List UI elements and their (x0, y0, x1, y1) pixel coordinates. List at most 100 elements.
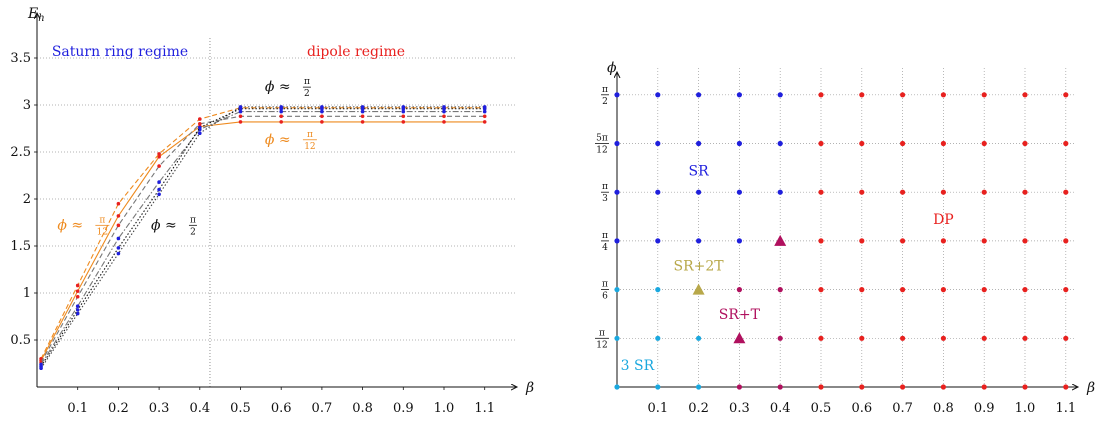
series-5-point-5 (238, 106, 243, 111)
phi-annotation-2-fraction: π 12 (95, 215, 110, 237)
phase-point-6-6 (859, 92, 865, 98)
phi-annotation-0-text: ϕ ≈ (265, 79, 291, 95)
series-2-point-7 (320, 114, 324, 119)
series-4-point-3 (157, 192, 161, 197)
series-0-point-7 (320, 120, 324, 124)
phase-point-1-11 (1063, 335, 1069, 341)
phi-annotation-2-text: ϕ ≈ (57, 217, 83, 233)
series-line-1 (40, 107, 485, 360)
phi-annotation-1-fraction: π 12 (302, 130, 317, 152)
phase-x-tick-label-9: 1.0 (1015, 401, 1036, 416)
series-3-point-9 (401, 109, 406, 114)
series-5-point-10 (442, 106, 446, 111)
y-tick-label-5: 3 (23, 98, 31, 113)
y-tick-label-2: 1.5 (10, 239, 31, 254)
phase-region-label-1: DP (933, 212, 954, 228)
series-0-point-9 (401, 120, 406, 124)
series-2-point-4 (198, 122, 202, 126)
phase-x-tick-label-10: 1.1 (1055, 401, 1076, 416)
phase-y-tick-label-5-denominator: 2 (602, 97, 608, 107)
phase-y-tick-label-0: π 12 (595, 328, 609, 350)
phase-region-label-0: SR (689, 163, 710, 179)
series-line-3 (40, 111, 485, 365)
phase-point-2-4 (777, 287, 783, 293)
phase-triangle-0 (692, 283, 705, 295)
series-2-point-5 (238, 114, 243, 119)
phase-point-4-1 (655, 189, 661, 195)
series-5-point-0 (39, 364, 43, 369)
phase-point-4-9 (981, 189, 987, 195)
phase-x-tick-label-2: 0.3 (729, 401, 750, 416)
series-5-point-4 (198, 125, 202, 130)
phase-point-0-5 (818, 384, 824, 390)
phase-y-tick-label-4-numerator: 5π (596, 134, 608, 144)
y-tick-label-0: 0.5 (10, 333, 31, 348)
y-tick-label-1: 1 (23, 286, 31, 301)
series-0-point-5 (238, 120, 243, 124)
phase-point-0-0 (614, 384, 620, 390)
phase-triangle-2 (774, 234, 787, 246)
series-1-point-0 (39, 357, 43, 361)
series-3-point-10 (442, 109, 446, 114)
phase-x-tick-label-7: 0.8 (933, 401, 954, 416)
phase-x-tick-label-0: 0.1 (647, 401, 668, 416)
phase-point-6-11 (1063, 92, 1069, 98)
phase-y-tick-label-1: π6 (601, 280, 609, 302)
series-line-5 (40, 108, 485, 367)
series-0-point-11 (482, 120, 487, 124)
phi-annotation-2-fraction-numerator: π (99, 215, 105, 225)
phase-x-tick-label-3: 0.4 (770, 401, 791, 416)
phase-point-1-2 (696, 335, 702, 341)
phase-x-tick-label-1: 0.2 (688, 401, 709, 416)
phase-point-2-9 (981, 287, 987, 293)
series-5-point-1 (75, 308, 80, 312)
phi-annotation-3-fraction-denominator: 2 (190, 227, 196, 237)
phase-point-6-5 (818, 92, 824, 98)
phase-y-tick-label-5-numerator: π (602, 85, 608, 95)
series-3-point-5 (238, 109, 243, 114)
phase-point-5-10 (1022, 140, 1028, 147)
series-3-point-2 (116, 236, 121, 241)
phase-point-0-6 (859, 384, 865, 390)
series-4-point-4 (198, 131, 202, 135)
series-5-point-2 (116, 246, 121, 250)
phase-point-0-2 (696, 384, 702, 390)
phi-annotation-3-fraction-numerator: π (190, 215, 196, 225)
phase-point-6-9 (981, 92, 987, 98)
phase-point-1-5 (818, 335, 824, 341)
phase-point-5-8 (940, 140, 947, 147)
phi-annotation-2-fraction-denominator: 12 (97, 227, 108, 237)
phase-point-3-1 (655, 238, 661, 244)
phase-y-tick-label-0-numerator: π (599, 328, 605, 338)
series-3-point-8 (360, 109, 365, 114)
phi-annotation-1-fraction-denominator: 12 (304, 142, 315, 152)
x-tick-label-4: 0.5 (230, 401, 251, 416)
phase-point-5-4 (777, 140, 783, 147)
phase-point-0-11 (1063, 384, 1069, 390)
phase-point-6-3 (736, 92, 743, 98)
phase-y-tick-label-3-numerator: π (602, 182, 608, 192)
series-line-0 (40, 121, 485, 361)
series-5-point-6 (279, 106, 284, 111)
phase-point-5-9 (981, 140, 987, 147)
phi-annotation-1-fraction-numerator: π (307, 130, 313, 140)
phase-point-6-10 (1022, 92, 1028, 98)
series-4-point-1 (75, 311, 80, 316)
phase-point-1-10 (1022, 335, 1028, 341)
series-2-point-10 (442, 114, 446, 119)
series-0-point-10 (442, 120, 446, 124)
series-5-point-7 (320, 106, 324, 111)
phase-x-tick-label-6: 0.7 (892, 401, 913, 416)
phase-point-3-3 (736, 238, 743, 244)
phase-point-1-0 (614, 335, 620, 341)
phase-point-1-4 (777, 335, 783, 341)
phase-point-3-2 (696, 238, 702, 244)
phase-x-tick-label-4: 0.5 (811, 401, 832, 416)
phase-point-4-5 (818, 189, 824, 195)
series-3-point-1 (75, 304, 80, 308)
series-line-4 (40, 106, 485, 369)
phase-point-0-8 (940, 384, 947, 390)
series-0-point-1 (75, 289, 80, 293)
phase-point-1-8 (940, 335, 947, 341)
series-2-point-3 (157, 164, 161, 168)
